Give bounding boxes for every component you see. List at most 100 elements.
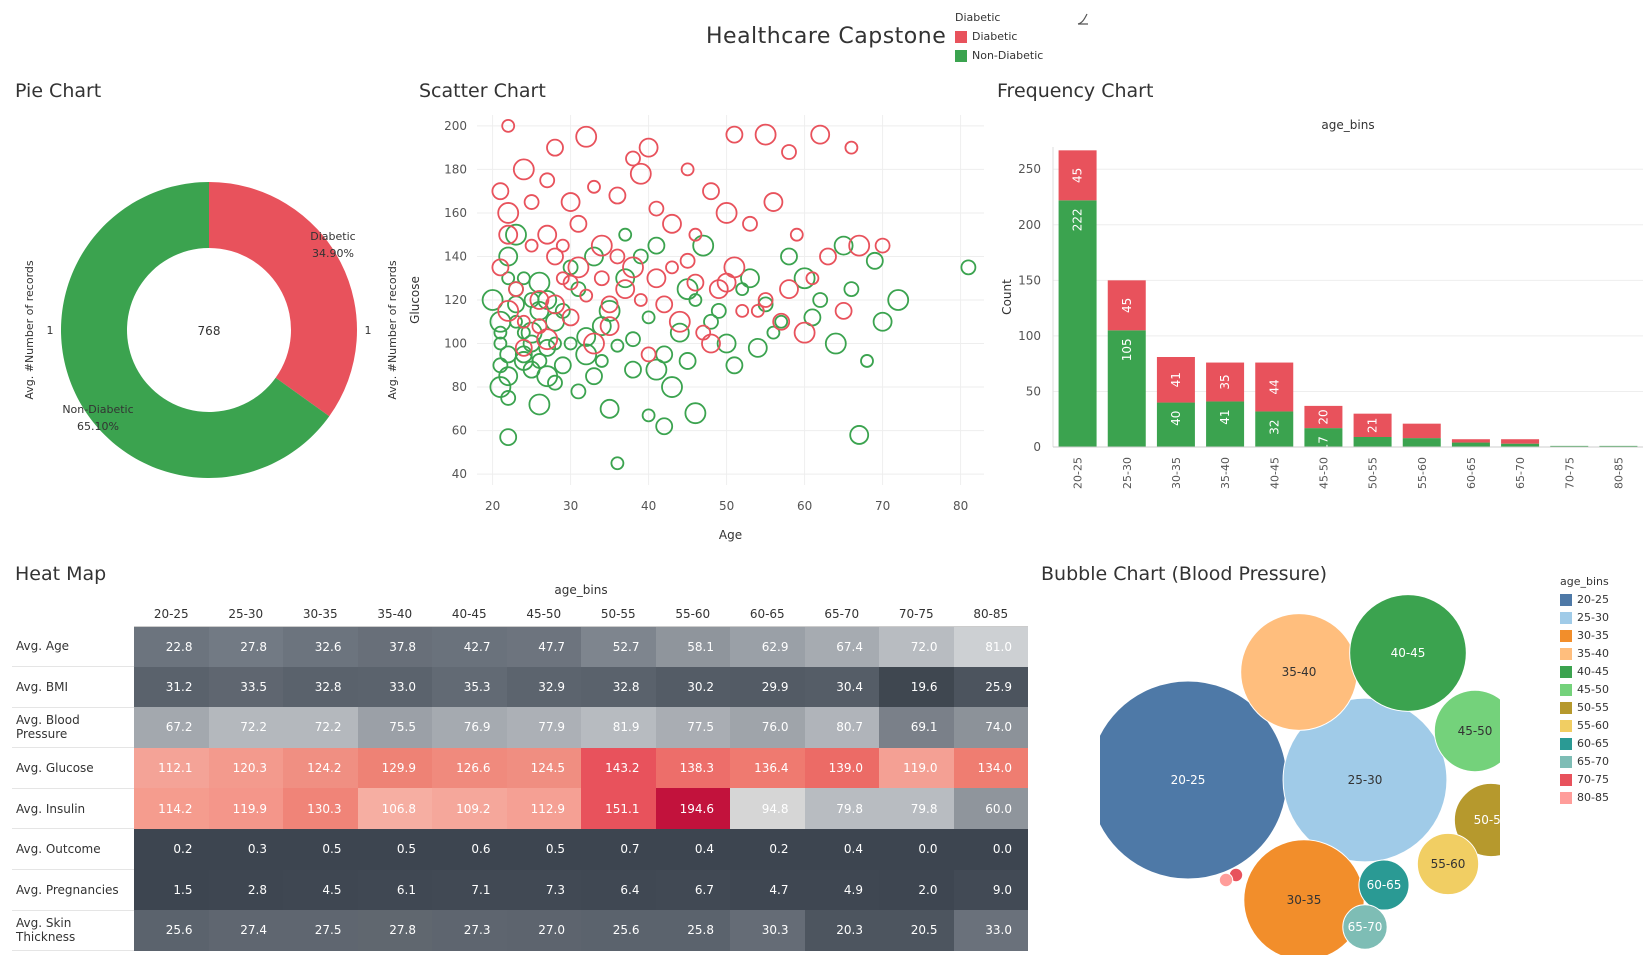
heat-cell[interactable]: 120.3 <box>208 747 283 789</box>
heat-cell[interactable]: 32.8 <box>581 666 656 708</box>
scatter-point-diabetic[interactable] <box>600 295 619 314</box>
bubble-25-30[interactable] <box>1282 697 1448 863</box>
frequency-bar-non-diabetic[interactable] <box>1501 443 1540 447</box>
scatter-point-non-diabetic[interactable] <box>774 314 789 329</box>
heat-cell[interactable]: 0.0 <box>953 828 1028 870</box>
scatter-point-non-diabetic[interactable] <box>547 374 563 391</box>
scatter-point-diabetic[interactable] <box>763 192 784 212</box>
heat-cell[interactable]: 0.5 <box>357 828 432 870</box>
scatter-point-non-diabetic[interactable] <box>500 390 517 406</box>
scatter-point-diabetic[interactable] <box>757 292 774 308</box>
scatter-point-diabetic[interactable] <box>679 252 696 269</box>
heat-cell[interactable]: 69.1 <box>879 707 954 748</box>
scatter-point-diabetic[interactable] <box>655 295 674 314</box>
frequency-bar-non-diabetic[interactable] <box>1550 445 1589 447</box>
scatter-point-non-diabetic[interactable] <box>740 268 760 289</box>
scatter-point-diabetic[interactable] <box>805 271 820 286</box>
heat-cell[interactable]: 27.5 <box>283 910 358 951</box>
scatter-point-diabetic[interactable] <box>523 194 540 210</box>
heat-cell[interactable]: 4.5 <box>283 869 358 911</box>
scatter-point-diabetic[interactable] <box>537 224 558 245</box>
scatter-point-non-diabetic[interactable] <box>575 343 598 366</box>
scatter-point-non-diabetic[interactable] <box>514 345 533 364</box>
frequency-bar-non-diabetic[interactable] <box>1058 200 1097 447</box>
heat-cell[interactable]: 4.9 <box>804 869 879 911</box>
bubble-legend-item[interactable]: 40-45 <box>1560 665 1609 678</box>
heat-cell[interactable]: 33.5 <box>208 666 283 708</box>
heat-cell[interactable]: 33.0 <box>357 666 432 708</box>
scatter-point-diabetic[interactable] <box>514 338 533 357</box>
heat-cell[interactable]: 27.3 <box>432 910 507 951</box>
scatter-point-diabetic[interactable] <box>723 256 746 279</box>
scatter-point-diabetic[interactable] <box>608 186 627 205</box>
scatter-point-diabetic[interactable] <box>536 328 559 351</box>
heat-cell[interactable]: 33.0 <box>953 910 1028 951</box>
scatter-point-diabetic[interactable] <box>555 271 570 286</box>
frequency-bar-non-diabetic[interactable] <box>1255 411 1294 447</box>
heat-cell[interactable]: 27.4 <box>208 910 283 951</box>
heat-cell[interactable]: 77.9 <box>506 707 581 748</box>
scatter-point-diabetic[interactable] <box>668 310 691 333</box>
heat-cell[interactable]: 32.9 <box>506 666 581 708</box>
heat-cell[interactable]: 6.7 <box>655 869 730 911</box>
frequency-bar-non-diabetic[interactable] <box>1304 428 1343 447</box>
scatter-point-non-diabetic[interactable] <box>833 235 854 256</box>
scatter-point-non-diabetic[interactable] <box>505 223 527 246</box>
heat-cell[interactable]: 0.0 <box>879 828 954 870</box>
bubble-legend-item[interactable]: 55-60 <box>1560 719 1609 732</box>
bubble-55-60[interactable] <box>1416 832 1480 896</box>
scatter-point-diabetic[interactable] <box>567 256 590 279</box>
scatter-point-non-diabetic[interactable] <box>625 331 641 348</box>
scatter-point-diabetic[interactable] <box>622 256 644 279</box>
heat-cell[interactable]: 106.8 <box>357 788 432 829</box>
frequency-bar-non-diabetic[interactable] <box>1156 402 1195 447</box>
scatter-point-non-diabetic[interactable] <box>678 352 697 370</box>
scatter-point-diabetic[interactable] <box>708 279 729 300</box>
heat-cell[interactable]: 0.2 <box>730 828 805 870</box>
heat-cell[interactable]: 42.7 <box>432 626 507 667</box>
scatter-point-non-diabetic[interactable] <box>598 299 621 322</box>
heat-cell[interactable]: 151.1 <box>581 788 656 829</box>
scatter-point-diabetic[interactable] <box>848 234 871 257</box>
heat-cell[interactable]: 134.0 <box>953 747 1028 789</box>
frequency-bar-diabetic[interactable] <box>1206 362 1245 402</box>
scatter-point-diabetic[interactable] <box>590 234 613 257</box>
scatter-point-diabetic[interactable] <box>599 316 620 337</box>
scatter-point-non-diabetic[interactable] <box>545 311 565 332</box>
bubble-legend-item[interactable]: 70-75 <box>1560 773 1609 786</box>
scatter-point-non-diabetic[interactable] <box>865 251 884 270</box>
scatter-point-non-diabetic[interactable] <box>553 356 572 375</box>
heat-cell[interactable]: 0.4 <box>655 828 730 870</box>
heat-cell[interactable]: 35.3 <box>432 666 507 708</box>
scatter-point-diabetic[interactable] <box>546 247 564 266</box>
scatter-point-diabetic[interactable] <box>545 294 565 315</box>
heat-cell[interactable]: 109.2 <box>432 788 507 829</box>
scatter-point-diabetic[interactable] <box>593 270 610 287</box>
scatter-point-diabetic[interactable] <box>625 150 641 167</box>
scatter-point-non-diabetic[interactable] <box>684 402 707 425</box>
scatter-point-diabetic[interactable] <box>562 274 579 291</box>
scatter-point-non-diabetic[interactable] <box>703 313 719 330</box>
scatter-point-diabetic[interactable] <box>583 332 605 355</box>
scatter-point-diabetic[interactable] <box>629 162 652 185</box>
heat-cell[interactable]: 37.8 <box>357 626 432 667</box>
heat-cell[interactable]: 62.9 <box>730 626 805 667</box>
heat-cell[interactable]: 0.2 <box>134 828 209 870</box>
scatter-point-diabetic[interactable] <box>575 125 598 148</box>
frequency-bar-diabetic[interactable] <box>1107 280 1146 331</box>
heat-cell[interactable]: 124.5 <box>506 747 581 789</box>
heat-cell[interactable]: 25.8 <box>655 910 730 951</box>
heat-cell[interactable]: 0.6 <box>432 828 507 870</box>
heat-cell[interactable]: 32.8 <box>283 666 358 708</box>
scatter-point-diabetic[interactable] <box>524 238 539 253</box>
scatter-point-non-diabetic[interactable] <box>824 332 847 355</box>
heat-cell[interactable]: 67.4 <box>804 626 879 667</box>
scatter-point-non-diabetic[interactable] <box>548 336 562 351</box>
scatter-point-non-diabetic[interactable] <box>498 366 519 387</box>
heat-cell[interactable]: 75.5 <box>357 707 432 748</box>
scatter-point-diabetic[interactable] <box>844 140 859 155</box>
heat-cell[interactable]: 138.3 <box>655 747 730 789</box>
heat-cell[interactable]: 129.9 <box>357 747 432 789</box>
heat-cell[interactable]: 19.6 <box>879 666 954 708</box>
scatter-point-diabetic[interactable] <box>781 144 797 160</box>
